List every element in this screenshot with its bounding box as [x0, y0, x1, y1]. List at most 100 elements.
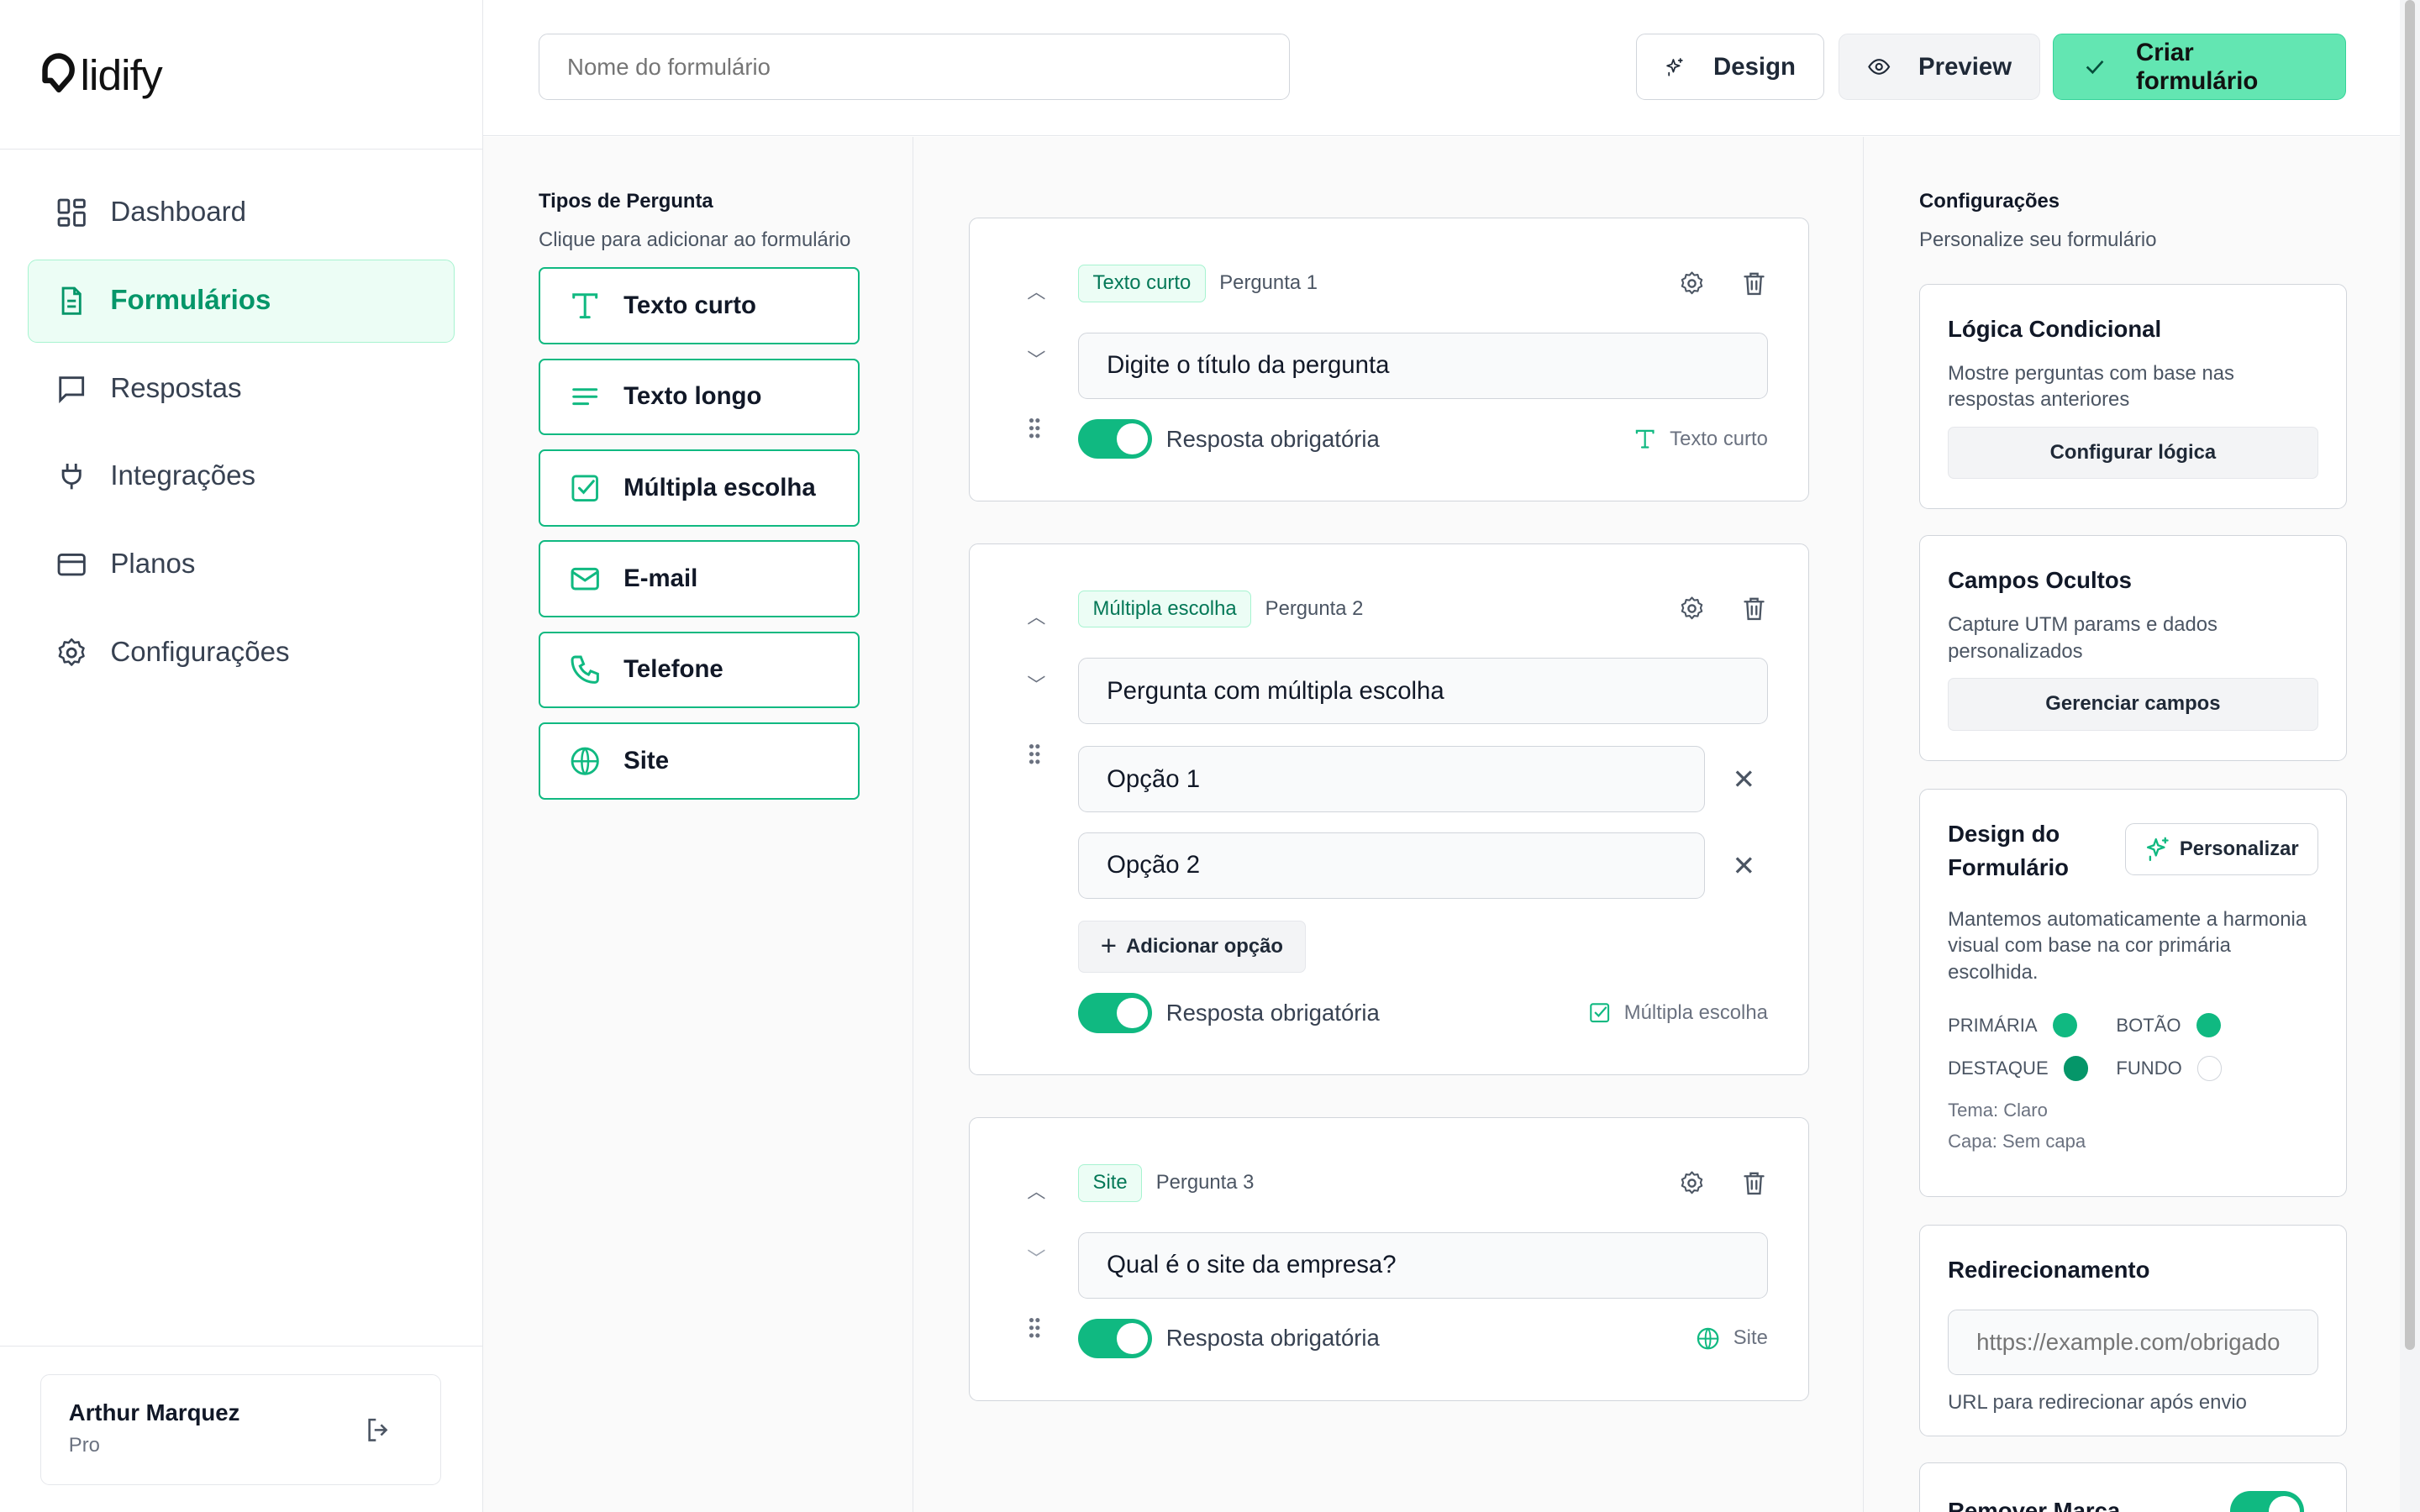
create-form-button[interactable]: Criar formulário: [2052, 34, 2346, 101]
redirect-url-input[interactable]: [1948, 1309, 2318, 1376]
preview-button[interactable]: Preview: [1838, 34, 2041, 101]
question-footer: Resposta obrigatória Texto curto: [1078, 418, 1768, 459]
panel-subtitle: Clique para adicionar ao formulário: [539, 228, 851, 252]
scrollbar[interactable]: [2400, 0, 2420, 1512]
trash-icon[interactable]: [1740, 595, 1768, 622]
sidebar-item-integracoes[interactable]: Integrações: [28, 435, 455, 518]
type-label: Telefone: [623, 655, 723, 684]
sidebar-item-configuracoes[interactable]: Configurações: [28, 611, 455, 694]
panel-title: Tipos de Pergunta: [539, 189, 713, 213]
message-icon: [59, 375, 85, 403]
move-down-button[interactable]: ﹀: [1027, 675, 1046, 696]
move-down-button[interactable]: ﹀: [1027, 349, 1046, 370]
type-label: Múltipla escolha: [1623, 1000, 1768, 1024]
move-up-button[interactable]: ︿: [1027, 606, 1046, 628]
option-input[interactable]: Opção 1: [1078, 746, 1705, 813]
color-dot[interactable]: [2052, 1012, 2078, 1038]
remove-option-icon[interactable]: ✕: [1732, 851, 1756, 883]
checkbox-icon: [1587, 1000, 1612, 1025]
question-number: Pergunta 3: [1155, 1171, 1255, 1194]
color-button[interactable]: BOTÃO: [2116, 1012, 2222, 1038]
user-name: Arthur Marquez: [68, 1399, 240, 1426]
sidebar-item-planos[interactable]: Planos: [28, 523, 455, 606]
design-button[interactable]: Design: [1635, 34, 1824, 101]
globe-icon: [1695, 1326, 1721, 1352]
type-label: Múltipla escolha: [623, 473, 816, 501]
required-toggle[interactable]: [1078, 1318, 1153, 1359]
add-long-text-button[interactable]: Texto longo: [539, 358, 860, 436]
user-area: Arthur Marquez Pro: [0, 1345, 483, 1512]
card-description: URL para redirecionar após envio: [1948, 1391, 2247, 1414]
configure-logic-button[interactable]: Configurar lógica: [1948, 426, 2318, 480]
question-title-input[interactable]: Pergunta com múltipla escolha: [1078, 658, 1768, 725]
logout-icon[interactable]: [363, 1415, 394, 1446]
drag-handle-icon[interactable]: [1027, 742, 1042, 766]
option-input[interactable]: Opção 2: [1078, 832, 1705, 899]
text-icon: [1633, 427, 1657, 451]
align-left-icon: [572, 388, 598, 406]
text-icon: [568, 289, 602, 323]
add-phone-button[interactable]: Telefone: [539, 631, 860, 709]
gear-icon[interactable]: [1678, 1169, 1706, 1197]
customize-button[interactable]: Personalizar: [2124, 822, 2318, 876]
trash-icon[interactable]: [1740, 270, 1768, 297]
question-title-input[interactable]: Digite o título da pergunta: [1078, 332, 1768, 399]
type-label: Texto curto: [623, 291, 756, 320]
remove-option-icon[interactable]: ✕: [1732, 764, 1756, 796]
color-primary[interactable]: PRIMÁRIA: [1948, 1012, 2088, 1038]
remove-branding-toggle[interactable]: [2230, 1491, 2305, 1512]
sidebar-item-formularios[interactable]: Formulários: [28, 259, 455, 343]
manage-fields-button[interactable]: Gerenciar campos: [1948, 678, 2318, 731]
add-multiple-choice-button[interactable]: Múltipla escolha: [539, 449, 860, 527]
plus-icon: +: [1100, 930, 1118, 962]
gear-icon[interactable]: [1678, 270, 1706, 297]
color-label: FUNDO: [2116, 1057, 2182, 1079]
drag-handle-icon[interactable]: [1027, 416, 1042, 440]
plug-icon: [61, 464, 82, 490]
sidebar-item-label: Dashboard: [110, 197, 247, 228]
add-email-button[interactable]: E-mail: [539, 540, 860, 618]
type-label: Texto curto: [1670, 427, 1768, 450]
move-up-button[interactable]: ︿: [1027, 281, 1046, 302]
question-header: Site Pergunta 3: [1078, 1163, 1768, 1202]
trash-icon[interactable]: [1740, 1169, 1768, 1197]
form-name-input[interactable]: [539, 34, 1291, 101]
gear-icon[interactable]: [1678, 595, 1706, 622]
question-number: Pergunta 1: [1219, 271, 1318, 295]
add-option-button[interactable]: + Adicionar opção: [1078, 920, 1306, 974]
required-toggle[interactable]: [1078, 418, 1153, 459]
color-dot[interactable]: [2197, 1056, 2223, 1081]
card-title: Lógica Condicional: [1948, 316, 2162, 342]
question-footer: Resposta obrigatória Múltipla escolha: [1078, 993, 1768, 1033]
required-toggle[interactable]: [1078, 993, 1153, 1033]
question-type-badge: Site: [1078, 1163, 1143, 1202]
checkbox-icon: [568, 471, 602, 505]
logo-icon: [42, 53, 75, 93]
color-dot[interactable]: [2196, 1012, 2222, 1038]
file-icon: [61, 286, 82, 315]
color-highlight[interactable]: DESTAQUE: [1948, 1056, 2089, 1081]
remove-branding-card: Remover Marca: [1919, 1462, 2347, 1512]
card-icon: [57, 553, 87, 576]
scrollbar-thumb[interactable]: [2404, 0, 2416, 1351]
move-up-button[interactable]: ︿: [1027, 1180, 1046, 1202]
add-option-label: Adicionar opção: [1126, 934, 1283, 958]
logo[interactable]: lidify: [0, 0, 482, 150]
create-label: Criar formulário: [2136, 38, 2259, 95]
color-background[interactable]: FUNDO: [2116, 1056, 2223, 1081]
color-dot[interactable]: [2064, 1056, 2089, 1081]
design-label: Design: [1713, 52, 1796, 81]
sidebar-item-respostas[interactable]: Respostas: [28, 347, 455, 430]
redirect-card: Redirecionamento URL para redirecionar a…: [1919, 1225, 2347, 1436]
add-site-button[interactable]: Site: [539, 722, 860, 800]
type-label: Texto longo: [623, 382, 762, 411]
drag-handle-icon[interactable]: [1027, 1315, 1042, 1340]
sidebar-item-dashboard[interactable]: Dashboard: [28, 171, 455, 255]
theme-text: Tema: Claro: [1948, 1099, 2048, 1121]
questions-area: ︿ ﹀ Texto curto Pergunta 1 Digite o títu…: [913, 137, 1863, 1512]
move-down-button[interactable]: ﹀: [1027, 1248, 1046, 1270]
color-label: BOTÃO: [2116, 1014, 2181, 1036]
add-short-text-button[interactable]: Texto curto: [539, 267, 860, 344]
question-title-input[interactable]: Qual é o site da empresa?: [1078, 1231, 1768, 1299]
logo-text: lidify: [80, 50, 163, 99]
